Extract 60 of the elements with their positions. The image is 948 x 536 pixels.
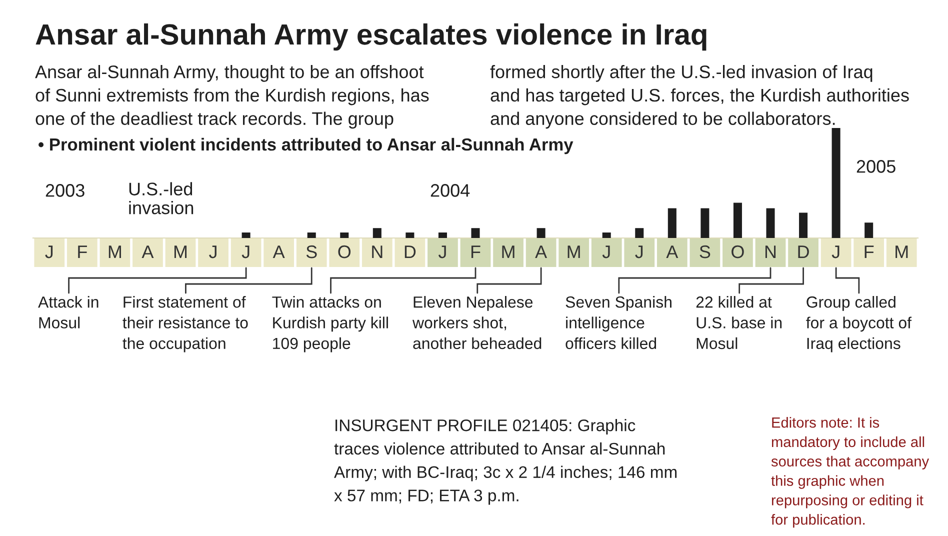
bar (242, 232, 250, 238)
x-tick-label: N (765, 246, 776, 258)
annotation: U.S.-led invasion (129, 182, 194, 214)
x-tick-label: J (242, 246, 250, 258)
bar (799, 212, 808, 238)
x-tick-label: N (372, 246, 382, 258)
bar (406, 232, 414, 238)
x-tick-label: O (732, 245, 744, 258)
x-tick-label: F (78, 246, 87, 258)
x-tick-label: J (45, 246, 53, 258)
text: Editors note: It is mandatory to include all sources that accompany this graphic when repurposing or editing it for publication. (771, 417, 930, 528)
x-tick-label: O (338, 245, 351, 258)
bar (832, 128, 840, 238)
bar (602, 232, 611, 238)
x-tick-label: D (798, 246, 809, 258)
text: Twin attacks on Kurdish party kill 109 people (272, 296, 388, 352)
annotation: 2005 (856, 160, 896, 173)
x-tick-label: J (438, 246, 446, 258)
x-tick-label: S (306, 245, 317, 258)
x-tick-label: A (666, 246, 678, 258)
x-tick-label: M (896, 246, 908, 258)
x-tick-label: S (700, 245, 710, 258)
text: Eleven Nepalese workers shot, another beheaded (412, 296, 542, 350)
bar (340, 232, 349, 238)
x-tick-label: M (568, 246, 580, 258)
bar (307, 232, 316, 238)
bar (766, 208, 775, 238)
x-tick-label: D (404, 246, 416, 258)
text: Ansar al-Sunnah Army, thought to be an offshoot of Sunni extremists from the Kurdish regions, has one of the deadliest track records. The group formed shortly after the U.S.-led invasion of Iraq and has targeted U.S. forces, the Kurdish authorities and anyone considered to be collaborators. (35, 65, 909, 129)
bar (864, 222, 874, 238)
text: First statement of their resistance to the occupation (122, 296, 248, 352)
text: Group called for a boycott of Iraq elections (806, 296, 912, 352)
bar (733, 202, 742, 238)
bar (536, 228, 546, 238)
annotation: • Prominent violent incidents attributed to Ansar al-Sunnah Army (38, 138, 574, 154)
annotation: 2004 (430, 184, 470, 197)
x-tick-label: A (535, 246, 548, 258)
bar (668, 208, 676, 238)
x-tick-label: M (108, 246, 121, 258)
text: Seven Spanish intelligence officers killed (566, 296, 672, 350)
x-tick-label: J (209, 246, 216, 258)
chart-title: Ansar al-Sunnah Army escalates violence in Iraq (36, 23, 706, 51)
bar (471, 228, 480, 238)
x-tick-label: J (602, 246, 610, 258)
x-tick-label: M (502, 246, 514, 258)
x-tick-label: A (272, 246, 285, 258)
x-tick-label: J (832, 246, 840, 258)
bar (700, 208, 710, 238)
x-tick-label: F (864, 246, 874, 258)
x-tick-label: M (174, 246, 187, 258)
bar (438, 232, 447, 238)
text: Attack in Mosul (38, 296, 98, 328)
x-tick-label: F (471, 246, 480, 258)
text: INSURGENT PROFILE 021405: Graphic traces violence attributed to Ansar al-Sunnah Army; with BC-Iraq; 3c x 2 1/4 inches; 146 mm x 57 mm; FD; ETA 3 p.m. (334, 419, 677, 505)
x-tick-label: A (142, 246, 154, 258)
annotation: 2003 (46, 184, 84, 197)
x-tick-label: J (635, 246, 643, 258)
text: 22 killed at U.S. base in Mosul (696, 296, 782, 350)
bar (635, 228, 644, 238)
bar (372, 228, 382, 238)
